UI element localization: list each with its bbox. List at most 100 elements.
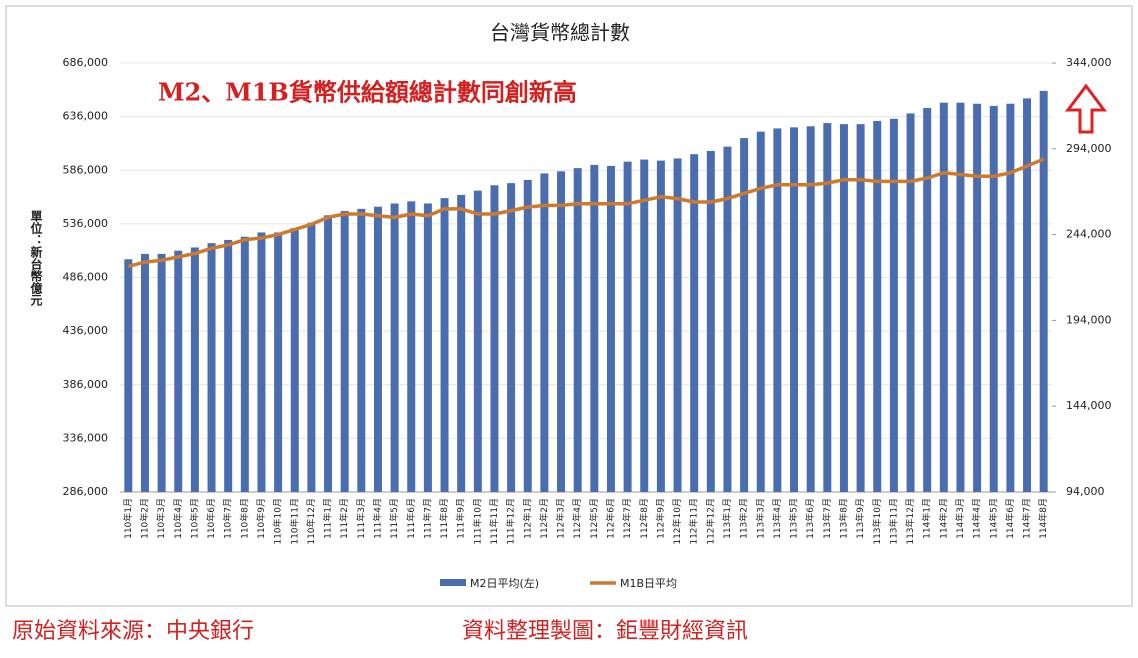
- y2-tick-label: 194,000: [1066, 313, 1112, 326]
- x-tick-label: 114年4月: [971, 498, 983, 539]
- bar: [224, 239, 233, 492]
- x-tick-label: 111年1月: [322, 498, 334, 539]
- x-tick-label: 110年9月: [255, 498, 267, 539]
- x-tick-label: 114年7月: [1021, 498, 1033, 539]
- x-tick-label: 112年7月: [621, 498, 633, 539]
- y-tick-label: 336,000: [63, 431, 109, 444]
- credit-note: 資料整理製圖：鉅豐財經資訊: [462, 619, 748, 644]
- x-tick-label: 111年12月: [505, 498, 517, 545]
- x-tick-label: 113年9月: [854, 498, 866, 539]
- x-tick-label: 113年7月: [821, 498, 833, 539]
- x-tick-label: 112年10月: [671, 498, 683, 545]
- bar: [140, 253, 149, 492]
- legend-label: M1B日平均: [620, 577, 677, 590]
- bar: [640, 159, 649, 492]
- bar: [690, 154, 699, 492]
- bar: [324, 215, 333, 493]
- x-tick-label: 110年4月: [172, 498, 184, 539]
- bar: [740, 138, 749, 492]
- x-tick-label: 114年2月: [937, 498, 949, 539]
- bar: [207, 243, 216, 492]
- x-tick-label: 112年12月: [704, 498, 716, 545]
- x-tick-label: 113年1月: [721, 498, 733, 539]
- x-tick-label: 111年11月: [488, 498, 500, 545]
- bar: [274, 232, 283, 492]
- y-tick-label: 536,000: [63, 217, 109, 230]
- x-tick-label: 113年6月: [804, 498, 816, 539]
- bar: [340, 211, 349, 492]
- bar: [423, 203, 432, 492]
- bar: [373, 206, 382, 492]
- x-tick-label: 113年2月: [738, 498, 750, 539]
- y-tick-label: 586,000: [63, 163, 109, 176]
- bar: [307, 222, 316, 493]
- bar: [1006, 103, 1015, 492]
- x-tick-label: 110年8月: [238, 498, 250, 539]
- bar: [457, 194, 466, 493]
- bar: [557, 171, 566, 492]
- x-tick-label: 114年3月: [954, 498, 966, 539]
- bar: [124, 259, 133, 492]
- bar: [440, 198, 449, 492]
- x-tick-label: 111年7月: [421, 498, 433, 539]
- x-tick-label: 111年5月: [388, 498, 400, 539]
- bar: [673, 158, 682, 492]
- bar: [290, 228, 299, 493]
- y-tick-label: 286,000: [63, 485, 109, 498]
- x-tick-label: 112年1月: [521, 498, 533, 539]
- bar: [190, 247, 199, 492]
- bar: [906, 113, 915, 492]
- x-tick-label: 111年3月: [355, 498, 367, 539]
- x-tick-label: 113年3月: [754, 498, 766, 539]
- bar: [490, 185, 499, 492]
- bar: [390, 203, 399, 492]
- bar: [1023, 98, 1032, 492]
- x-tick-label: 110年5月: [188, 498, 200, 539]
- bar: [174, 250, 183, 492]
- x-tick-label: 110年3月: [155, 498, 167, 539]
- y-tick-label: 386,000: [63, 378, 109, 391]
- x-tick-label: 110年11月: [288, 498, 300, 545]
- y2-tick-label: 144,000: [1066, 399, 1112, 412]
- bar: [806, 126, 815, 492]
- x-tick-label: 110年7月: [222, 498, 234, 539]
- y2-tick-label: 94,000: [1066, 485, 1105, 498]
- bar: [939, 102, 948, 493]
- bar: [507, 183, 516, 492]
- bar: [889, 118, 898, 493]
- x-tick-label: 110年2月: [138, 498, 150, 539]
- bar: [606, 165, 615, 492]
- x-tick-label: 112年11月: [688, 498, 700, 545]
- x-tick-label: 112年5月: [588, 498, 600, 539]
- x-tick-label: 112年8月: [638, 498, 650, 539]
- x-tick-label: 111年2月: [338, 498, 350, 539]
- legend-label: M2日平均(左): [470, 577, 539, 590]
- bar: [790, 127, 799, 492]
- x-tick-label: 113年10月: [871, 498, 883, 545]
- x-tick-label: 112年2月: [538, 498, 550, 539]
- x-tick-label: 112年6月: [604, 498, 616, 539]
- x-tick-label: 113年11月: [887, 498, 899, 545]
- source-note: 原始資料來源：中央銀行: [12, 619, 254, 644]
- x-tick-label: 112年4月: [571, 498, 583, 539]
- x-tick-label: 111年9月: [455, 498, 467, 539]
- bar: [240, 236, 249, 492]
- bar: [1039, 90, 1048, 492]
- bar: [540, 173, 549, 492]
- bar: [873, 120, 882, 492]
- x-tick-label: 111年10月: [471, 498, 483, 545]
- x-tick-label: 110年1月: [122, 498, 134, 539]
- bar: [956, 102, 965, 493]
- x-tick-label: 110年10月: [272, 498, 284, 545]
- bar: [573, 168, 582, 493]
- x-tick-label: 111年8月: [438, 498, 450, 539]
- x-tick-label: 111年6月: [405, 498, 417, 539]
- bar: [656, 160, 665, 492]
- bar: [773, 128, 782, 493]
- bar: [756, 131, 765, 492]
- x-tick-label: 113年5月: [788, 498, 800, 539]
- bar: [989, 105, 998, 493]
- x-tick-label: 113年8月: [837, 498, 849, 539]
- x-tick-label: 114年6月: [1004, 498, 1016, 539]
